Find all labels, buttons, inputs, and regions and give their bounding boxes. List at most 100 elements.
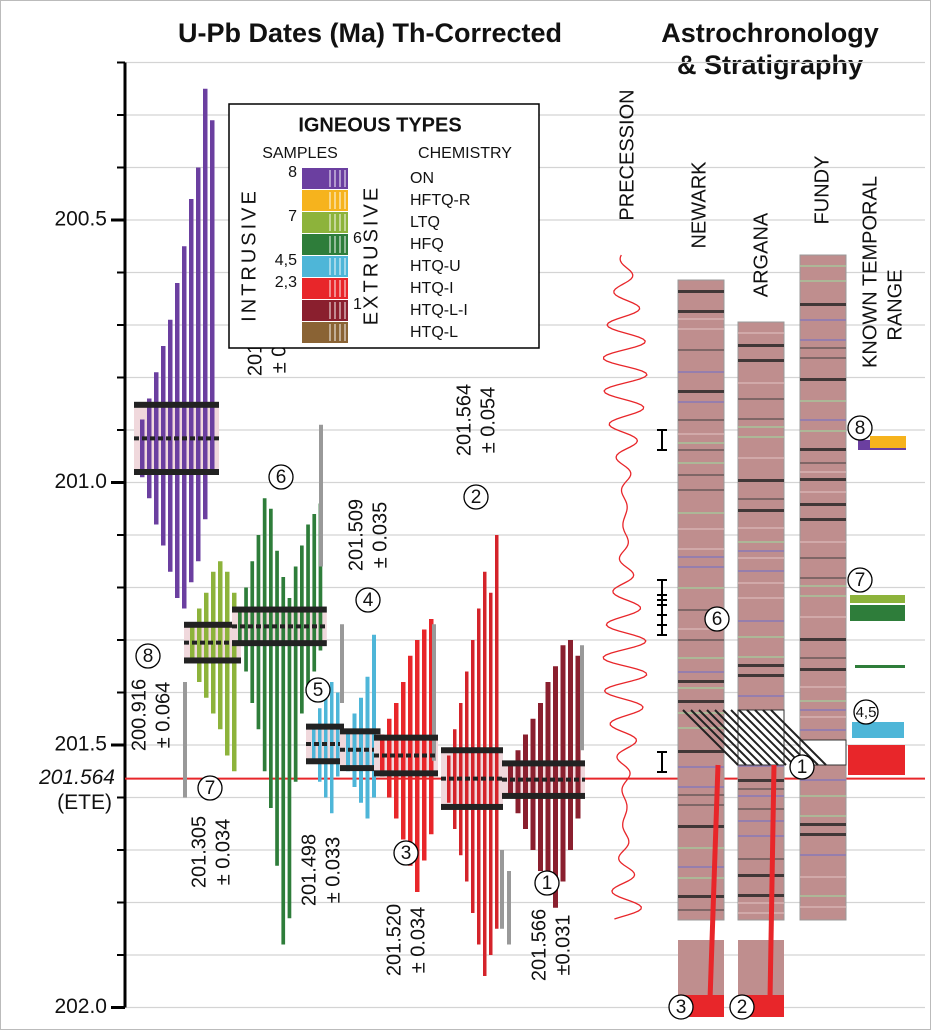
section-stripe [678,290,724,293]
grain [189,199,194,583]
grain [318,503,323,651]
section-stripe [678,371,724,373]
sample-id-circle [268,464,294,490]
section-label: PRECESSION [616,89,638,220]
grain [256,535,261,730]
range-mark [852,722,904,738]
sample-id: 1 [542,873,553,894]
excluded-grain [340,624,344,703]
grain [422,629,427,861]
section-stripe [678,766,724,768]
section-stripe [738,398,784,400]
sample-id: 2 [471,487,482,508]
ete-label: 201.564 [38,766,115,789]
grain [387,718,392,798]
section-stripe [738,498,784,500]
section-stripe [800,280,846,282]
grain [538,703,543,871]
section-stripe [800,357,846,359]
section-stripe [738,457,784,459]
section-marker: 6 [712,609,723,630]
section-stripe [678,895,724,898]
range-mark [855,665,905,668]
error-bar [374,770,438,777]
section-stripe [738,550,784,552]
hatch-line [738,709,795,766]
grain [330,682,334,814]
legend-extrusive: EXTRUSIVE [360,185,382,325]
section-stripe [678,310,724,313]
grain [269,508,273,808]
grain [175,283,180,598]
section-stripe [738,557,784,559]
grain [575,655,581,819]
error-bar [184,657,241,664]
grain [300,545,304,714]
section-stripe [678,528,724,530]
range-mark [848,745,905,775]
section-stripe [738,582,784,584]
grain [553,666,558,908]
section-stripe [800,577,846,579]
section-label: NEWARK [688,161,710,249]
section-stripe [678,609,724,611]
error-bar [134,469,219,475]
section-stripe [738,509,784,512]
grain [168,319,173,572]
section-stripe [678,877,724,879]
section-stripe [678,750,724,753]
section-stripe [678,462,724,464]
grain [447,755,451,803]
error-bar [374,734,438,741]
section-stripe [800,729,846,731]
section-stripe [738,426,784,428]
section-stripe [800,638,846,641]
date-label: 201.566 [528,909,550,981]
hatch-line [682,709,739,766]
section-stripe [800,400,846,402]
section-label: ARGANA [750,212,772,297]
y-tick-label: 202.0 [54,995,107,1018]
section-marker: 1 [797,757,808,778]
sample-id-circle [393,840,419,866]
error-bar [232,606,327,613]
section-stripe [800,595,846,597]
section-stripe [800,378,846,381]
section-stripe [800,700,846,702]
section-stripe [800,339,846,341]
legend-label: LTQ [410,214,440,231]
section-stripe [800,616,846,618]
grain [530,718,536,850]
section-stripe [678,639,724,641]
grain [197,608,202,682]
date-label: 201.305 [188,816,210,888]
error-bar [184,621,241,628]
section-stripe [738,344,784,347]
grain [365,676,370,819]
error-bar [306,758,344,765]
grain [394,703,399,819]
section-stripe [800,557,846,559]
legend-swatch [302,278,348,299]
section-stripe [800,478,846,481]
grain [415,640,420,892]
sample-id-circle [534,870,560,896]
section-marker: 8 [855,418,866,439]
section-stripe [678,390,724,393]
grain [401,682,406,840]
legend-label: ON [410,170,434,187]
section-stripe [678,687,724,689]
error-label: ± 0.033 [322,837,344,904]
y-tick-label: 201.0 [54,470,107,493]
section-label: KNOWN TEMPORAL [859,176,881,368]
section-stripe [800,657,846,659]
grain [372,634,376,798]
grain [312,724,316,761]
legend-title: IGNEOUS TYPES [298,114,461,136]
section-stripe [800,668,846,671]
range-mark [850,605,905,621]
legend-samples: 2,3 [275,274,297,291]
grain [508,766,513,798]
section-marker-circle [847,415,873,441]
